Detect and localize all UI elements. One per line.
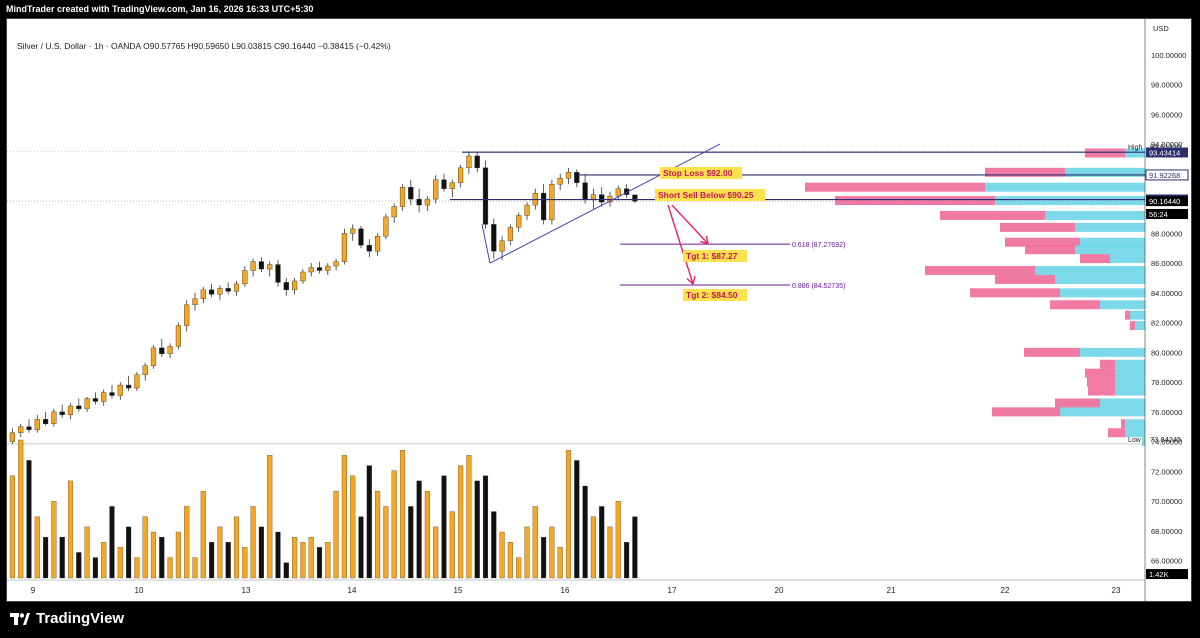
symbol-legend: Silver / U.S. Dollar · 1h · OANDA O90.57… xyxy=(17,41,391,51)
chart-frame[interactable]: Silver / U.S. Dollar · 1h · OANDA O90.57… xyxy=(6,18,1192,602)
brand-name: TradingView xyxy=(36,610,125,627)
attribution-bar: MindTrader created with TradingView.com,… xyxy=(0,0,1200,18)
tradingview-logo[interactable]: TradingView xyxy=(10,610,124,627)
tradingview-icon xyxy=(10,612,30,625)
attribution-text: MindTrader created with TradingView.com,… xyxy=(6,4,314,14)
branding-bar: TradingView xyxy=(0,602,1200,638)
